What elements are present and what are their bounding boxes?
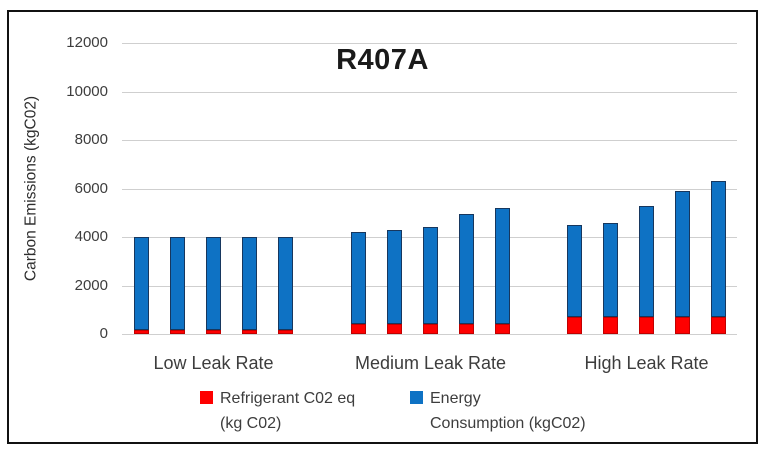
bar-segment-refrigerant <box>603 317 618 334</box>
y-tick-label: 6000 <box>74 179 108 197</box>
bar-segment-energy <box>278 237 293 331</box>
bar-segment-energy <box>170 237 185 331</box>
bar-segment-energy <box>711 181 726 318</box>
bar-segment-refrigerant <box>675 317 690 334</box>
bar-segment-energy <box>423 227 438 325</box>
bar-segment-energy <box>603 222 618 318</box>
bar-segment-refrigerant <box>242 330 257 334</box>
legend-label-refrigerant-line1: Refrigerant C02 eq <box>220 390 356 407</box>
bar-segment-refrigerant <box>495 324 510 334</box>
bar-segment-energy <box>242 237 257 331</box>
bar-segment-energy <box>351 232 366 325</box>
y-tick-label: 0 <box>99 325 108 342</box>
y-tick-label: 4000 <box>74 228 108 246</box>
bar-segment-energy <box>639 205 654 318</box>
category-label: Low Leak Rate <box>153 353 274 373</box>
bar-segment-refrigerant <box>423 324 438 334</box>
bar-segment-energy <box>206 237 221 331</box>
bar-segment-refrigerant <box>711 317 726 334</box>
bar-segment-refrigerant <box>567 317 582 334</box>
bar-segment-refrigerant <box>459 324 474 334</box>
legend-label-energy-line1: Energy <box>430 390 481 407</box>
bar-segment-refrigerant <box>278 330 293 334</box>
y-tick-label: 8000 <box>74 131 108 149</box>
bar-segment-refrigerant <box>351 324 366 334</box>
gridline <box>122 334 737 335</box>
legend-label-refrigerant-line2: (kg C02) <box>220 415 282 432</box>
gridline <box>122 140 737 142</box>
bar-segment-refrigerant <box>387 324 402 334</box>
gridline <box>122 91 737 93</box>
bar-segment-energy <box>675 191 690 318</box>
bar-segment-energy <box>495 208 510 325</box>
bar-segment-refrigerant <box>170 330 185 334</box>
legend-item-energy: Energy Consumption (kgC02) <box>410 386 586 436</box>
gridline <box>122 188 737 190</box>
legend-swatch-energy <box>410 391 423 404</box>
category-label: High Leak Rate <box>584 353 709 373</box>
bar-segment-energy <box>387 229 402 325</box>
y-tick-label: 2000 <box>74 276 108 294</box>
legend-label-energy-line2: Consumption (kgC02) <box>430 415 586 432</box>
bar-segment-refrigerant <box>206 330 221 334</box>
y-tick-label: 10000 <box>66 82 108 100</box>
legend-swatch-refrigerant <box>200 391 213 404</box>
category-label: Medium Leak Rate <box>354 353 507 373</box>
bar-segment-energy <box>567 225 582 318</box>
y-tick-label: 12000 <box>66 34 108 52</box>
legend-item-refrigerant: Refrigerant C02 eq (kg C02) <box>200 386 355 436</box>
bar-segment-refrigerant <box>639 317 654 334</box>
chart-title: R407A <box>336 44 429 76</box>
bar-segment-energy <box>459 214 474 325</box>
bar-segment-refrigerant <box>134 330 149 334</box>
chart-frame <box>7 10 758 444</box>
bar-segment-energy <box>134 237 149 331</box>
gridline <box>122 43 737 45</box>
